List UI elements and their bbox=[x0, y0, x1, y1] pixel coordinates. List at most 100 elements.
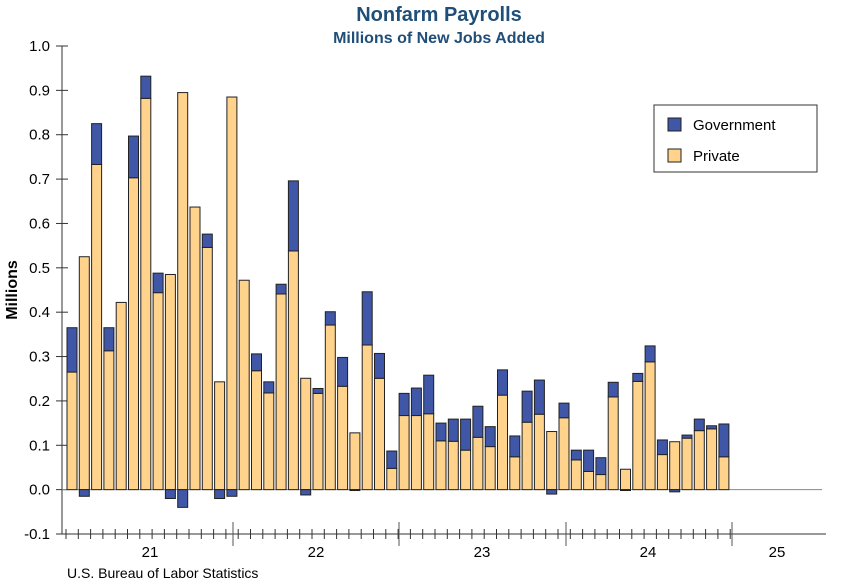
y-tick-label: 0.9 bbox=[29, 82, 50, 99]
bar-government bbox=[337, 356, 349, 387]
bar-government bbox=[447, 418, 459, 442]
bar-private bbox=[140, 97, 152, 491]
bar-private bbox=[312, 392, 324, 491]
bar-private bbox=[632, 380, 644, 491]
bar-government bbox=[472, 405, 484, 438]
y-tick-label: 0.7 bbox=[29, 171, 50, 188]
bar-government bbox=[349, 489, 361, 492]
bar-private bbox=[718, 456, 730, 491]
bar-government bbox=[669, 489, 681, 493]
bar-government bbox=[103, 327, 115, 352]
legend-label-government: Government bbox=[693, 117, 776, 134]
bar-government bbox=[423, 374, 435, 415]
bar-government bbox=[361, 291, 373, 346]
bar-government bbox=[570, 449, 582, 461]
bar-private bbox=[300, 377, 312, 491]
bar-private bbox=[546, 431, 558, 491]
bar-private bbox=[374, 377, 385, 491]
bar-private bbox=[238, 279, 250, 491]
y-tick-label: -0.1 bbox=[24, 526, 50, 543]
bar-government bbox=[177, 489, 189, 508]
bar-government bbox=[214, 489, 226, 500]
bar-government bbox=[128, 135, 139, 179]
bar-government bbox=[484, 426, 496, 448]
bar-government bbox=[497, 369, 508, 396]
bar-private bbox=[558, 417, 570, 491]
bar-private bbox=[583, 470, 595, 491]
x-year-label: 24 bbox=[640, 544, 657, 561]
bar-government bbox=[164, 489, 176, 500]
bar-government bbox=[706, 425, 718, 430]
bar-private bbox=[78, 256, 90, 491]
x-axis: 21 22 23 24 25 bbox=[62, 522, 826, 561]
y-tick-label: 0.3 bbox=[29, 349, 50, 366]
chart-subtitle: Millions of New Jobs Added bbox=[333, 30, 545, 47]
bar-government bbox=[324, 311, 336, 326]
bar-private bbox=[423, 413, 435, 491]
y-tick-label: 0.4 bbox=[29, 304, 50, 321]
bar-government bbox=[66, 327, 78, 373]
bar-government bbox=[533, 379, 545, 415]
bar-private bbox=[115, 301, 127, 491]
bar-private bbox=[447, 440, 459, 491]
bar-government bbox=[460, 418, 472, 451]
source-note: U.S. Bureau of Labor Statistics bbox=[67, 565, 258, 581]
bar-private bbox=[128, 177, 139, 491]
chart-title: Nonfarm Payrolls bbox=[356, 4, 522, 26]
bar-government bbox=[546, 489, 558, 495]
y-axis-label: Millions bbox=[4, 260, 21, 320]
bar-private bbox=[177, 92, 189, 491]
bar-private bbox=[620, 468, 631, 491]
bar-private bbox=[263, 392, 275, 491]
y-tick-label: 0.5 bbox=[29, 260, 50, 277]
bar-government bbox=[644, 345, 656, 363]
bar-private bbox=[349, 432, 361, 491]
bar-private bbox=[435, 440, 447, 491]
bar-private bbox=[472, 436, 484, 491]
x-year-label: 22 bbox=[308, 544, 325, 561]
bar-private bbox=[275, 293, 287, 491]
bar-government bbox=[410, 387, 422, 417]
y-tick-label: 1.0 bbox=[29, 38, 50, 55]
bar-private bbox=[398, 415, 410, 491]
bar-government bbox=[91, 123, 103, 165]
bar-private bbox=[226, 96, 238, 491]
bar-government bbox=[521, 390, 533, 423]
y-tick-label: 0.6 bbox=[29, 215, 50, 232]
bar-private bbox=[287, 250, 299, 491]
bar-government bbox=[226, 489, 238, 497]
bar-government bbox=[374, 352, 385, 379]
x-year-label: 23 bbox=[474, 544, 491, 561]
y-tick-label: 0.0 bbox=[29, 482, 50, 499]
bar-private bbox=[361, 344, 373, 491]
bar-private bbox=[337, 385, 349, 491]
bar-government bbox=[275, 283, 287, 295]
bar-private bbox=[533, 413, 545, 491]
bar-government bbox=[656, 439, 668, 456]
bar-government bbox=[632, 372, 644, 382]
bar-private bbox=[644, 361, 656, 491]
bar-government bbox=[509, 435, 521, 458]
bars bbox=[62, 75, 822, 508]
bar-private bbox=[595, 474, 607, 491]
bar-government bbox=[693, 418, 705, 432]
bar-government bbox=[386, 450, 398, 469]
bar-private bbox=[152, 292, 164, 491]
y-tick-label: 0.2 bbox=[29, 393, 50, 410]
y-tick-label: 0.8 bbox=[29, 127, 50, 144]
bar-government bbox=[152, 272, 164, 294]
bar-private bbox=[570, 459, 582, 491]
bar-government bbox=[140, 75, 152, 99]
bar-government bbox=[312, 387, 324, 394]
x-year-label: 25 bbox=[769, 544, 786, 561]
bar-government bbox=[251, 353, 262, 372]
bar-government bbox=[435, 422, 447, 442]
bar-government bbox=[595, 457, 607, 476]
bar-private bbox=[484, 446, 496, 491]
bar-private bbox=[509, 456, 521, 491]
bar-private bbox=[693, 430, 705, 491]
bar-private bbox=[497, 394, 508, 491]
bar-private bbox=[521, 421, 533, 491]
bar-government bbox=[718, 423, 730, 458]
